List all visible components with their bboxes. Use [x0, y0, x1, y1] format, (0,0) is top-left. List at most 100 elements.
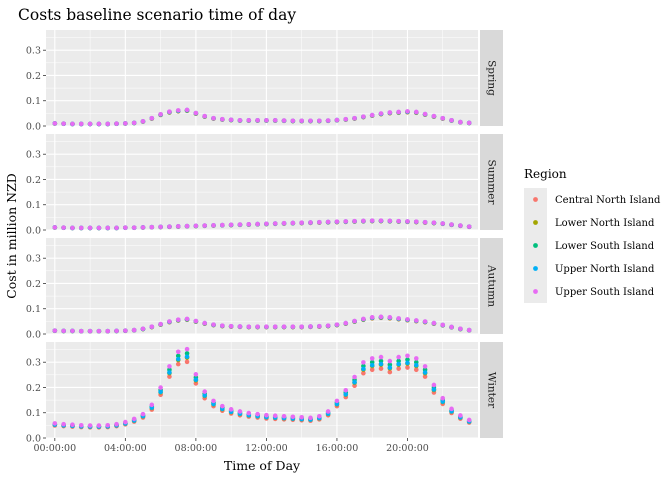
x-tick-label: 00:00:00 [33, 443, 76, 454]
data-point-upper-north-island [422, 370, 428, 375]
data-point-upper-south-island [184, 346, 190, 352]
facet-panel-autumn: 0.0 0.1 0.2 0.3 Autumn [26, 238, 503, 340]
data-point-upper-south-island [378, 111, 384, 116]
data-point-upper-south-island [299, 220, 304, 226]
data-point-upper-north-island [352, 379, 357, 385]
data-point-upper-south-island [272, 221, 278, 226]
data-point-upper-south-island [52, 421, 58, 426]
chart-title: Costs baseline scenario time of day [18, 6, 296, 24]
data-point-central-north-island [369, 367, 375, 373]
data-point-upper-south-island [449, 406, 454, 412]
data-point-upper-south-island [290, 118, 296, 124]
data-point-upper-south-island [361, 218, 366, 224]
data-point-upper-south-island [343, 320, 349, 326]
data-point-upper-south-island [131, 327, 137, 333]
facet-panels: 0.00.10.20.3Spring0.00.10.20.3Summer0.00… [26, 30, 503, 444]
data-point-upper-south-island [440, 221, 446, 226]
data-point-upper-south-island [440, 395, 446, 401]
data-point-upper-north-island [369, 362, 375, 368]
facet-panel-summer: 0.0 0.1 0.2 0.3 Summer [26, 134, 503, 236]
data-point-upper-south-island [413, 219, 419, 224]
data-point-upper-south-island [246, 324, 252, 330]
facet-strip [480, 342, 503, 438]
data-point-upper-south-island [413, 356, 419, 361]
data-point-upper-south-island [131, 120, 137, 126]
facet-panel-winter: 0.0 0.1 0.2 0.3 Winter [26, 342, 503, 444]
data-point-upper-south-island [334, 219, 340, 224]
data-point-upper-north-island [334, 401, 340, 407]
panel-background [46, 134, 478, 230]
data-point-upper-south-island [211, 223, 216, 228]
x-axis-title: Time of Day [224, 458, 301, 473]
data-point-upper-south-island [202, 223, 207, 228]
data-point-upper-south-island [175, 349, 181, 355]
data-point-upper-south-island [405, 219, 410, 224]
data-point-upper-south-island [114, 328, 119, 334]
y-tick-label: 0.3 [26, 46, 41, 57]
data-point-upper-south-island [290, 220, 296, 226]
data-point-upper-south-island [458, 223, 463, 228]
data-point-upper-south-island [255, 221, 260, 227]
data-point-upper-south-island [308, 118, 313, 124]
data-point-upper-south-island [202, 320, 207, 326]
data-point-upper-south-island [105, 121, 111, 127]
data-point-upper-south-island [246, 410, 252, 416]
data-point-lower-south-island [175, 353, 181, 359]
data-point-upper-south-island [193, 318, 199, 324]
data-point-upper-south-island [246, 117, 252, 123]
data-point-upper-south-island [281, 220, 287, 226]
data-point-upper-south-island [149, 402, 155, 408]
data-point-upper-south-island [343, 116, 349, 122]
panel-background [46, 30, 478, 126]
data-point-upper-south-island [272, 117, 278, 123]
data-point-upper-south-island [290, 414, 296, 420]
y-tick-label: 0.1 [26, 96, 41, 107]
data-point-central-north-island [396, 366, 401, 371]
data-point-upper-south-island [431, 320, 437, 326]
data-point-upper-south-island [184, 316, 190, 322]
data-point-central-north-island [167, 374, 172, 379]
data-point-upper-south-island [413, 318, 419, 323]
data-point-upper-south-island [149, 224, 155, 230]
legend-label: Lower South Island [555, 241, 655, 252]
facet-strip [480, 30, 503, 126]
data-point-upper-south-island [220, 323, 225, 328]
data-point-upper-south-island [325, 118, 331, 123]
x-axis: 00:00:00 04:00:00 08:00:00 12:00:00 16:00:00… [33, 438, 429, 454]
x-tick-label: 04:00:00 [104, 443, 147, 454]
legend-label: Lower North Island [555, 218, 655, 229]
data-point-upper-south-island [325, 409, 331, 414]
data-point-upper-south-island [78, 422, 84, 428]
data-point-upper-south-island [114, 421, 119, 427]
data-point-upper-south-island [440, 322, 446, 328]
data-point-upper-south-island [352, 318, 357, 324]
data-point-upper-south-island [158, 224, 163, 230]
data-point-central-north-island [361, 370, 366, 376]
data-point-upper-south-island [281, 413, 287, 419]
data-point-upper-south-island [431, 113, 437, 119]
data-point-upper-north-island [343, 392, 349, 397]
data-point-upper-south-island [211, 115, 216, 121]
data-point-upper-south-island [131, 416, 137, 422]
data-point-upper-south-island [70, 225, 75, 231]
data-point-upper-north-island [405, 360, 410, 366]
facet-strip-label: Autumn [486, 264, 498, 307]
legend: Region Central North Island Lower North I… [524, 167, 661, 303]
data-point-upper-south-island [70, 121, 75, 127]
data-point-upper-south-island [193, 223, 199, 229]
data-point-upper-south-island [220, 116, 225, 122]
data-point-upper-north-island [175, 356, 181, 362]
data-point-upper-south-island [387, 358, 393, 364]
legend-marker [533, 266, 538, 271]
y-tick-label: 0.3 [26, 254, 41, 265]
data-point-upper-south-island [449, 324, 454, 330]
legend-marker [533, 197, 538, 202]
data-point-upper-south-island [317, 413, 322, 419]
data-point-upper-south-island [449, 222, 454, 227]
data-point-upper-south-island [228, 323, 234, 329]
data-point-upper-south-island [228, 117, 234, 123]
legend-label: Upper South Island [555, 287, 655, 298]
panel-background [46, 238, 478, 334]
data-point-central-north-island [413, 367, 419, 373]
